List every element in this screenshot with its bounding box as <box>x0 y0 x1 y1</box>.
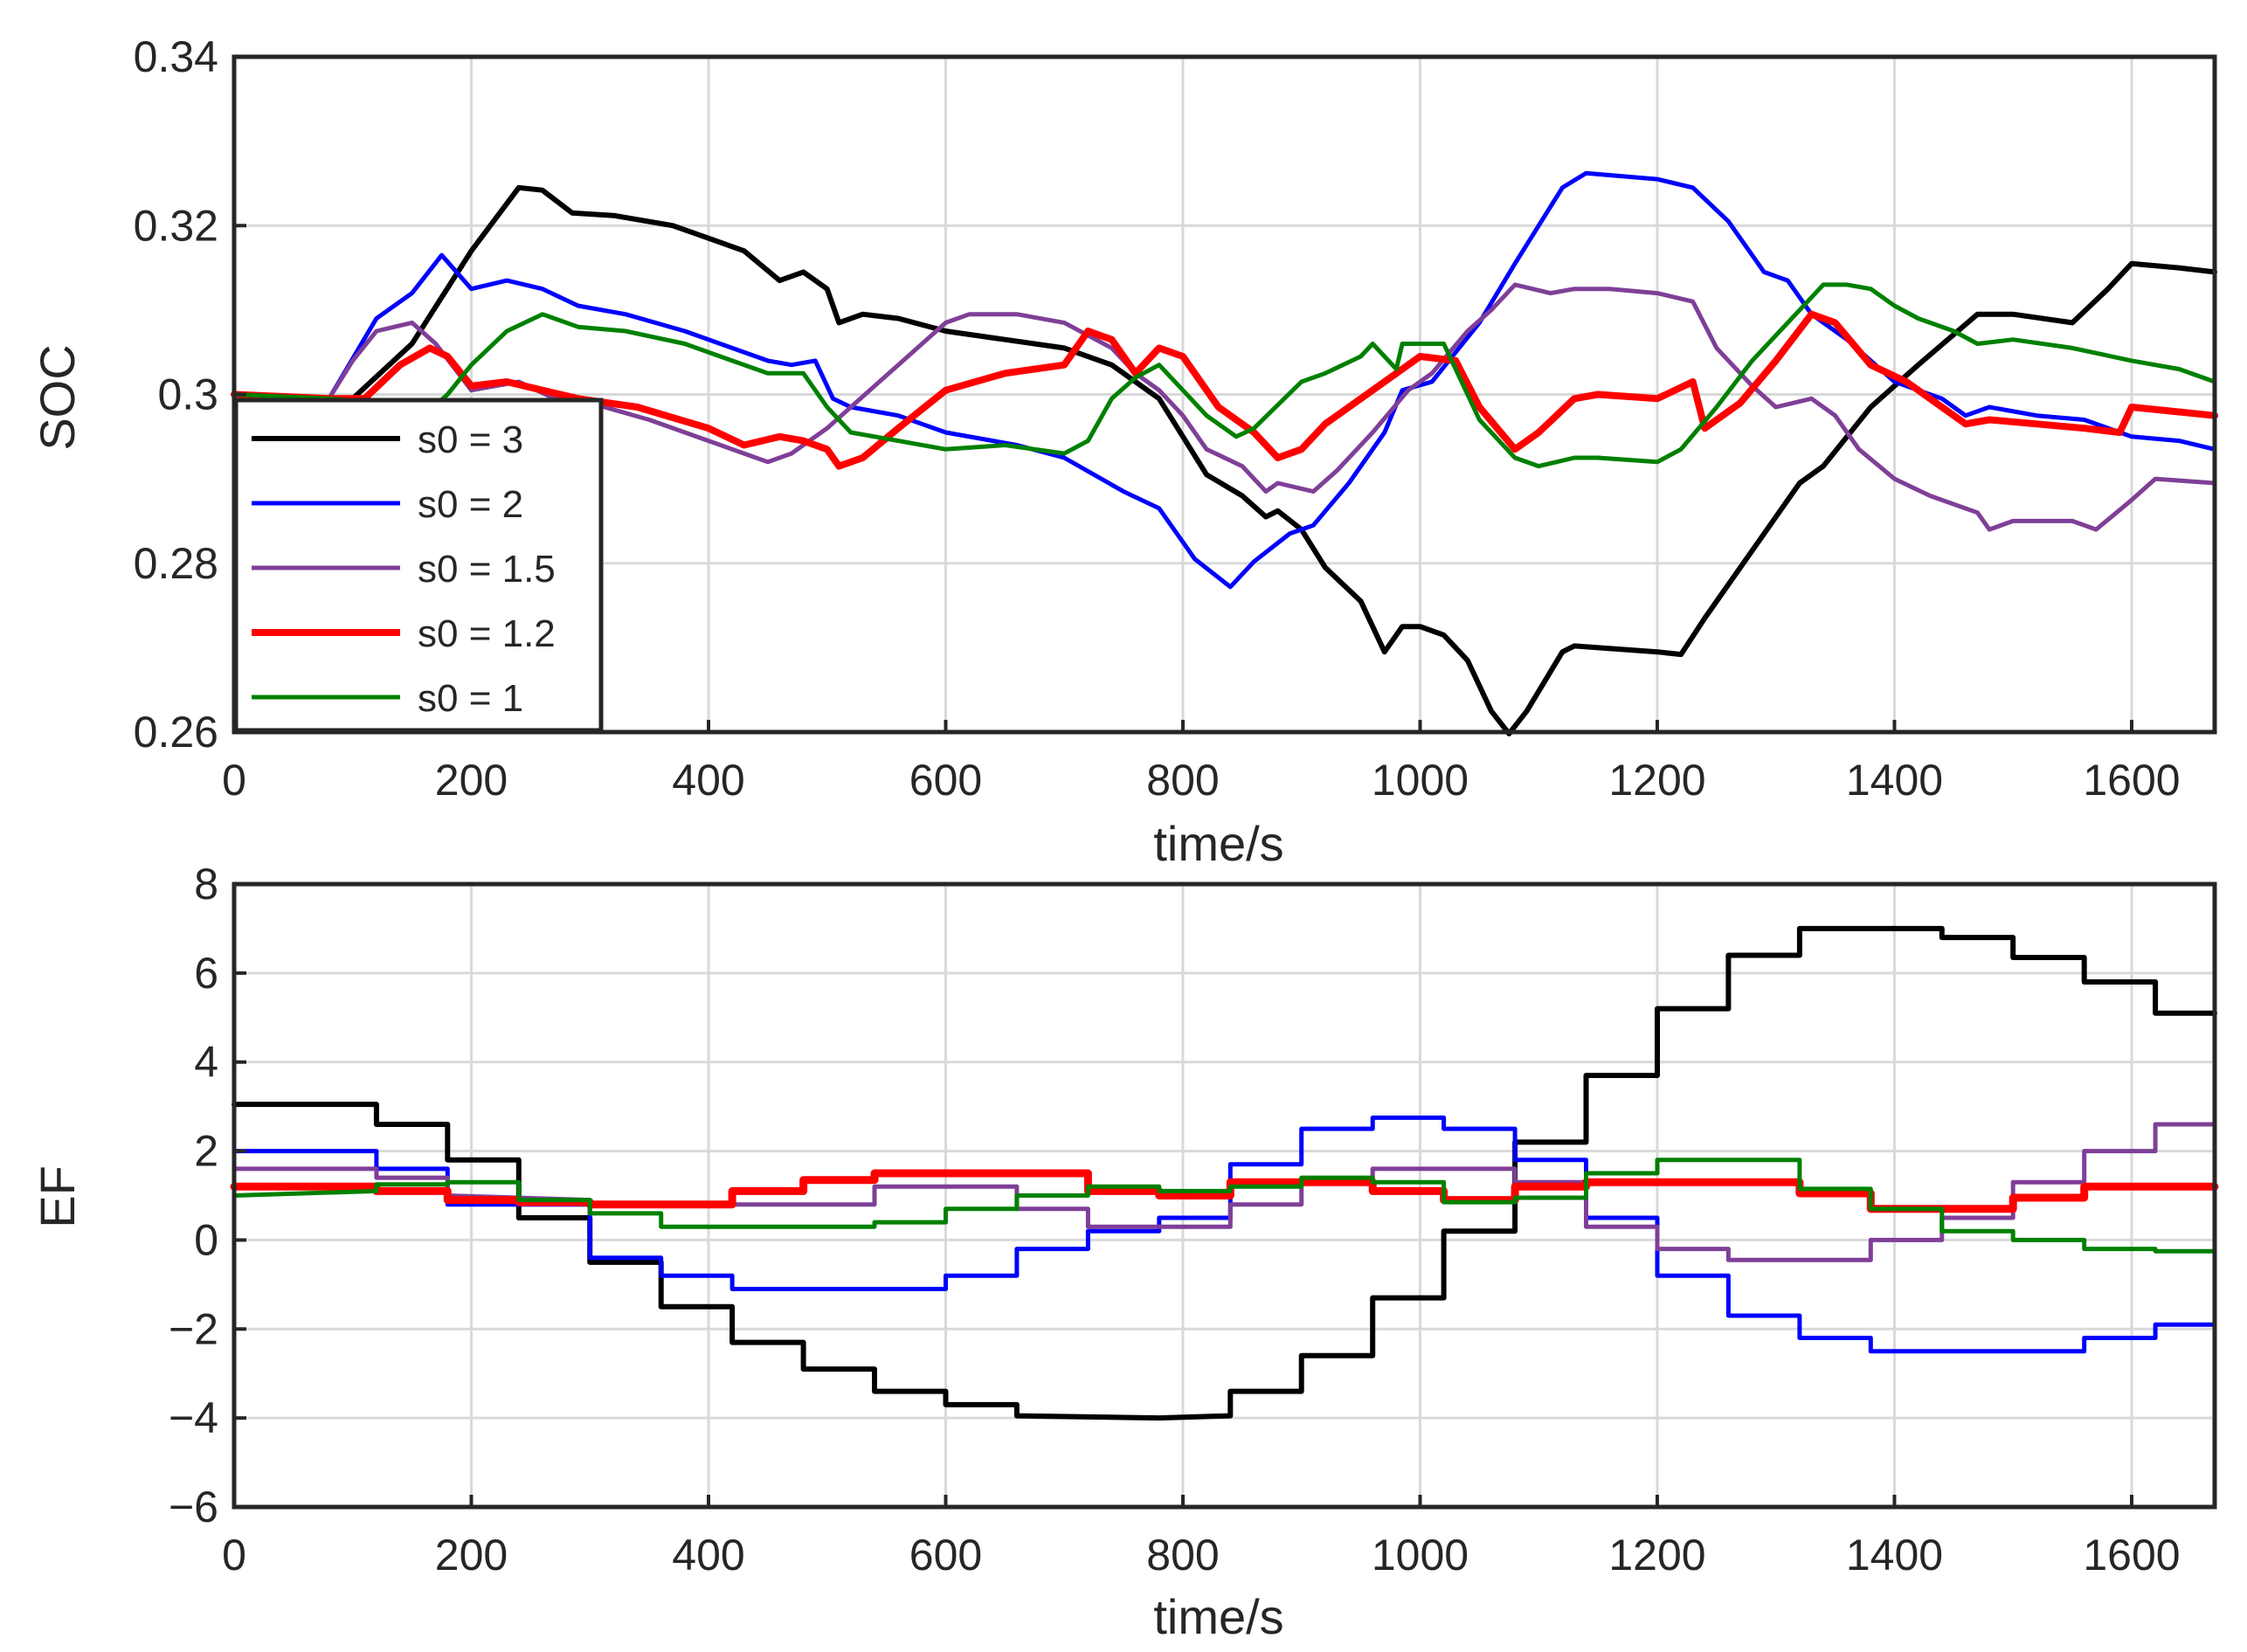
ef-y-tick-label: 8 <box>194 860 218 909</box>
soc-series <box>231 170 2218 736</box>
soc-legend: s0 = 3 s0 = 2 s0 = 1.5 s0 = 1.2 s0 = 1 <box>233 397 604 733</box>
soc-y-tick-label: 0.34 <box>134 32 218 81</box>
soc-x-tick-label: 1200 <box>1608 756 1705 805</box>
soc-ticks: 0 200 400 600 800 1000 1200 1400 1600 0.26 0.28 0.3… <box>134 32 2181 805</box>
ef-series-line-s0-1 <box>232 1158 2217 1254</box>
soc-x-tick-label: 1400 <box>1846 756 1943 805</box>
legend-label: s0 = 2 <box>418 483 523 526</box>
soc-y-tick-label: 0.32 <box>134 201 218 250</box>
legend-box <box>233 397 604 733</box>
ef-y-tick-label: 0 <box>194 1215 218 1264</box>
soc-x-tick-label: 1600 <box>2083 756 2180 805</box>
soc-x-tick-label: 800 <box>1146 756 1219 805</box>
ef-x-tick-label: 1400 <box>1846 1531 1943 1579</box>
ef-y-tick-label: −4 <box>169 1393 218 1442</box>
ef-ticks: 0 200 400 600 800 1000 1200 1400 1600 −6 −4 −2 0 2 4 6 8 <box>169 860 2181 1579</box>
soc-series-line-s0-1 <box>232 282 2217 469</box>
legend-label: s0 = 1 <box>418 677 523 720</box>
soc-y-tick-label: 0.3 <box>157 370 218 419</box>
ef-x-tick-label: 1200 <box>1608 1531 1705 1579</box>
ef-x-tick-label: 800 <box>1146 1531 1219 1579</box>
soc-chart: 0 200 400 600 800 1000 1200 1400 1600 0.26 0.28 0.3… <box>30 32 2218 871</box>
ef-y-tick-label: −2 <box>169 1304 218 1353</box>
ef-x-tick-label: 200 <box>435 1531 508 1579</box>
soc-x-tick-label: 400 <box>672 756 744 805</box>
ef-x-tick-label: 1000 <box>1372 1531 1469 1579</box>
soc-y-tick-label: 0.26 <box>134 708 218 757</box>
ef-y-axis-label: EF <box>30 1165 85 1228</box>
ef-x-tick-label: 1600 <box>2083 1531 2180 1579</box>
ef-x-tick-label: 400 <box>672 1531 744 1579</box>
ef-chart: 0 200 400 600 800 1000 1200 1400 1600 −6 −4 −2 0 2 4 6 8… <box>30 860 2219 1644</box>
ef-y-tick-label: 4 <box>194 1038 218 1087</box>
ef-y-tick-label: 6 <box>194 949 218 998</box>
ef-series <box>230 925 2219 1421</box>
ef-x-axis-label: time/s <box>1153 1589 1283 1644</box>
soc-x-tick-label: 600 <box>909 756 982 805</box>
soc-x-tick-label: 0 <box>222 756 246 805</box>
ef-y-tick-label: 2 <box>194 1127 218 1176</box>
soc-series-line-s0-1-2 <box>231 310 2218 470</box>
legend-label: s0 = 1.2 <box>418 612 556 655</box>
ef-axes-box <box>232 881 2217 1510</box>
ef-series-line-s0-3 <box>232 925 2217 1421</box>
legend-label: s0 = 1.5 <box>418 548 556 591</box>
soc-y-axis-label: SOC <box>30 344 85 450</box>
ef-series-line-s0-2 <box>232 1115 2217 1354</box>
soc-x-axis-label: time/s <box>1153 816 1283 871</box>
soc-x-tick-label: 1000 <box>1372 756 1469 805</box>
ef-x-tick-label: 0 <box>222 1531 246 1579</box>
soc-x-tick-label: 200 <box>435 756 508 805</box>
ef-y-tick-label: −6 <box>169 1483 218 1531</box>
soc-series-line-s0-3 <box>232 184 2217 736</box>
ef-x-tick-label: 600 <box>909 1531 982 1579</box>
soc-series-line-s0-1-5 <box>232 282 2217 532</box>
legend-label: s0 = 3 <box>418 418 523 461</box>
soc-y-tick-label: 0.28 <box>134 539 218 588</box>
